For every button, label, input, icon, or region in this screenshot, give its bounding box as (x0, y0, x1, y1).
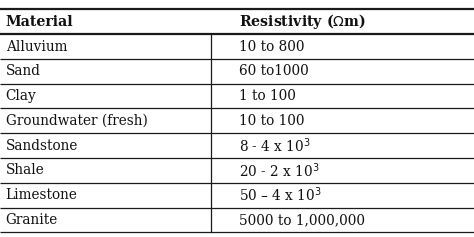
Text: Clay: Clay (6, 89, 36, 103)
Text: Sandstone: Sandstone (6, 139, 78, 153)
Text: 1 to 100: 1 to 100 (239, 89, 296, 103)
Text: Resistivity ($\Omega$m): Resistivity ($\Omega$m) (239, 12, 366, 31)
Text: 50 – 4 x 10$^3$: 50 – 4 x 10$^3$ (239, 186, 322, 205)
Text: Sand: Sand (6, 64, 41, 78)
Text: 5000 to 1,000,000: 5000 to 1,000,000 (239, 213, 365, 227)
Text: Limestone: Limestone (6, 188, 78, 202)
Text: Granite: Granite (6, 213, 58, 227)
Text: Groundwater (fresh): Groundwater (fresh) (6, 114, 147, 128)
Text: 10 to 800: 10 to 800 (239, 40, 305, 54)
Text: 10 to 100: 10 to 100 (239, 114, 305, 128)
Text: 60 to1000: 60 to1000 (239, 64, 309, 78)
Text: Alluvium: Alluvium (6, 40, 67, 54)
Text: 8 - 4 x 10$^3$: 8 - 4 x 10$^3$ (239, 136, 311, 155)
Text: Material: Material (6, 15, 73, 29)
Text: Shale: Shale (6, 163, 45, 177)
Text: 20 - 2 x 10$^3$: 20 - 2 x 10$^3$ (239, 161, 320, 180)
